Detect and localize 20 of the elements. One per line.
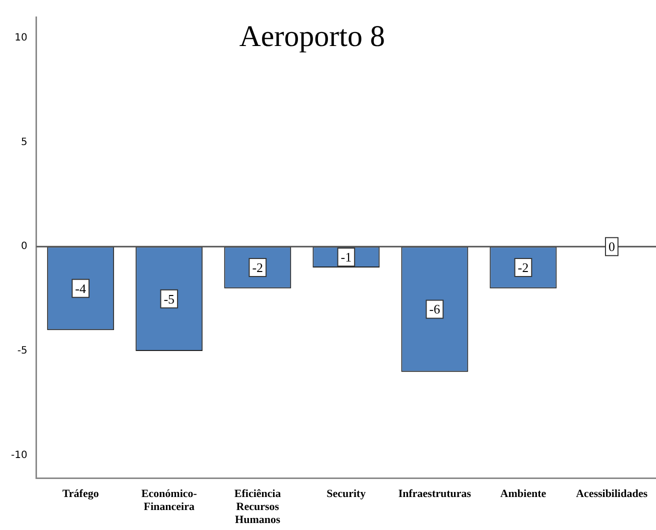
y-tick-label: 10 [14, 32, 28, 44]
y-tick-label: 5 [20, 136, 28, 148]
data-label: -2 [518, 260, 529, 275]
x-tick-label: Acessibilidades [576, 488, 648, 500]
x-tick-label: Infraestruturas [398, 488, 472, 500]
data-label: -2 [252, 260, 264, 275]
x-tick-label: Ambiente [500, 488, 546, 500]
data-label: -5 [164, 291, 175, 306]
x-tick-label: Eficiência Recursos Humanos [234, 488, 282, 526]
data-label: -4 [75, 280, 86, 296]
data-label: -1 [340, 250, 352, 265]
y-tick-label: 0 [20, 241, 28, 252]
data-label: -6 [429, 302, 441, 317]
chart-title: Aeroporto 8 [239, 20, 385, 53]
y-tick-label: -10 [10, 450, 28, 462]
x-tick-label: Security [326, 488, 366, 500]
x-tick-label: Tráfego [62, 488, 100, 500]
data-label: 0 [608, 239, 615, 254]
y-tick-label: -5 [17, 346, 28, 357]
x-tick-label: Económico- Financeira [141, 488, 198, 514]
